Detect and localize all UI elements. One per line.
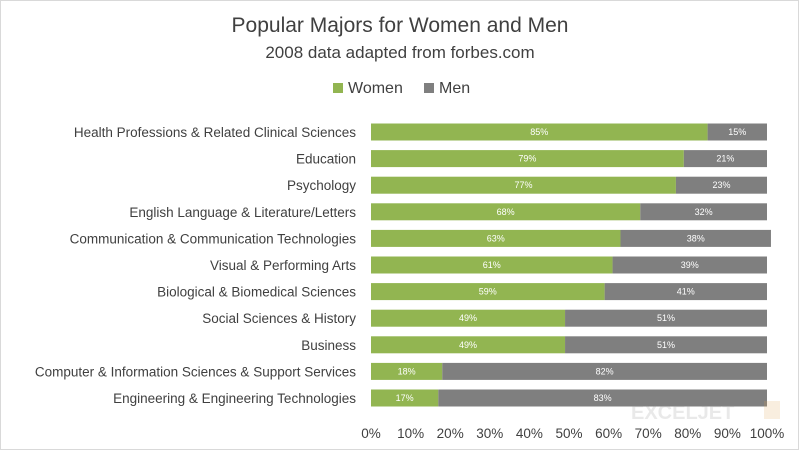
category-label: Visual & Performing Arts xyxy=(210,258,356,273)
bar-women xyxy=(371,256,613,274)
legend-label-women: Women xyxy=(348,80,403,97)
category-label: Biological & Biomedical Sciences xyxy=(157,285,356,300)
bar-men xyxy=(675,176,767,194)
category-label: Education xyxy=(296,152,356,167)
bar-men xyxy=(565,309,767,327)
data-label-women: 18% xyxy=(398,366,416,376)
bar-men xyxy=(640,203,767,221)
bar-women xyxy=(371,229,621,247)
bar-women xyxy=(371,123,708,141)
x-tick-label: 70% xyxy=(635,426,662,441)
data-label-women: 68% xyxy=(497,207,515,217)
category-labels: Health Professions & Related Clinical Sc… xyxy=(35,125,356,406)
legend-swatch-women xyxy=(333,83,343,93)
x-tick-label: 10% xyxy=(397,426,424,441)
category-label: Health Professions & Related Clinical Sc… xyxy=(74,125,356,140)
bar-women xyxy=(371,150,684,168)
data-label-men: 41% xyxy=(677,287,695,297)
x-tick-label: 80% xyxy=(674,426,701,441)
category-label: Business xyxy=(301,338,356,353)
category-label: English Language & Literature/Letters xyxy=(129,205,356,220)
bar-women xyxy=(371,203,641,221)
data-label-women: 63% xyxy=(487,233,505,243)
data-label-men: 32% xyxy=(695,207,713,217)
chart-title: Popular Majors for Women and Men xyxy=(232,14,569,37)
x-tick-label: 40% xyxy=(516,426,543,441)
data-label-men: 83% xyxy=(594,393,612,403)
data-label-women: 85% xyxy=(530,127,548,137)
bar-women xyxy=(371,176,676,194)
x-axis-ticks: 0% 10% 20% 30% 40% 50% 60% 70% 80% 90% 100% xyxy=(361,426,784,441)
bar-women xyxy=(371,362,443,380)
category-label: Computer & Information Sciences & Suppor… xyxy=(35,364,356,379)
data-label-women: 77% xyxy=(514,180,532,190)
bar-men xyxy=(604,283,767,301)
bar-men xyxy=(442,362,767,380)
x-tick-label: 100% xyxy=(750,426,785,441)
bar-men xyxy=(438,389,767,407)
x-tick-label: 50% xyxy=(555,426,582,441)
bar-women xyxy=(371,389,439,407)
legend: Women Men xyxy=(333,80,470,97)
x-tick-label: 0% xyxy=(361,426,381,441)
data-label-women: 61% xyxy=(483,260,501,270)
data-label-women: 17% xyxy=(396,393,414,403)
data-label-women: 49% xyxy=(459,340,477,350)
bar-women xyxy=(371,336,566,354)
category-label: Communication & Communication Technologi… xyxy=(70,231,357,246)
data-label-men: 82% xyxy=(596,366,614,376)
data-label-men: 39% xyxy=(681,260,699,270)
category-label: Psychology xyxy=(287,178,356,193)
x-tick-label: 60% xyxy=(595,426,622,441)
exceljet-logo: EXCELJET xyxy=(631,401,780,424)
data-label-women: 49% xyxy=(459,313,477,323)
bar-women xyxy=(371,283,605,301)
logo-mark-icon xyxy=(764,401,780,419)
legend-label-men: Men xyxy=(439,80,470,97)
bar-men xyxy=(683,150,767,168)
category-label: Engineering & Engineering Technologies xyxy=(113,391,356,406)
bar-men xyxy=(707,123,767,141)
chart-subtitle: 2008 data adapted from forbes.com xyxy=(265,43,534,62)
data-label-men: 21% xyxy=(716,154,734,164)
bar-men xyxy=(612,256,767,274)
x-tick-label: 30% xyxy=(476,426,503,441)
data-label-men: 23% xyxy=(712,180,730,190)
data-label-women: 59% xyxy=(479,287,497,297)
bar-men xyxy=(565,336,767,354)
category-label: Social Sciences & History xyxy=(202,311,356,326)
data-label-men: 38% xyxy=(687,233,705,243)
x-tick-label: 20% xyxy=(437,426,464,441)
legend-swatch-men xyxy=(424,83,434,93)
x-tick-label: 90% xyxy=(714,426,741,441)
bar-women xyxy=(371,309,566,327)
data-label-men: 51% xyxy=(657,340,675,350)
bar-men xyxy=(620,229,771,247)
data-label-women: 79% xyxy=(518,154,536,164)
bars: 85% 15% 79% 21% 77% 23% 68% 32% 63% 38% 61% 39% 59% 4… xyxy=(371,123,771,407)
watermark-text: EXCELJET xyxy=(631,402,734,424)
data-label-men: 51% xyxy=(657,313,675,323)
data-label-men: 15% xyxy=(728,127,746,137)
